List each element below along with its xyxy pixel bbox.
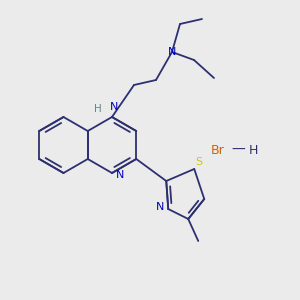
Text: N: N	[116, 170, 124, 180]
Text: N: N	[156, 202, 164, 212]
Text: N: N	[110, 102, 118, 112]
Text: H: H	[248, 143, 258, 157]
Text: H: H	[94, 104, 102, 114]
Text: S: S	[196, 157, 203, 167]
Text: N: N	[168, 47, 176, 57]
Text: —: —	[231, 143, 245, 157]
Text: Br: Br	[211, 143, 225, 157]
